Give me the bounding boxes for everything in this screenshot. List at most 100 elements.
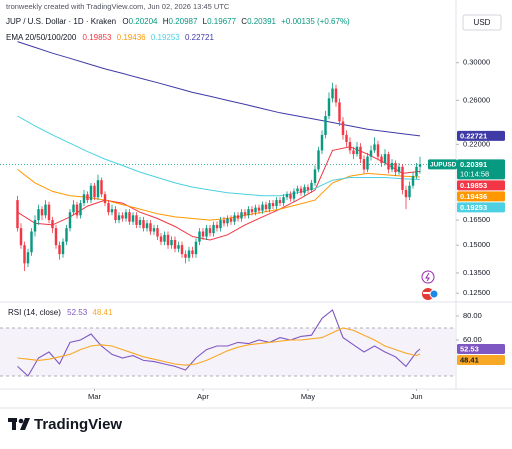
logo-mark	[8, 418, 30, 430]
candle-body	[23, 245, 26, 264]
y-tick-label: 0.26000	[463, 95, 490, 104]
candle-body	[198, 231, 201, 242]
candle-body	[271, 203, 275, 207]
candle-body	[152, 228, 156, 232]
candle-body	[366, 156, 369, 170]
candle-body	[278, 200, 282, 204]
candle-body	[268, 203, 271, 210]
x-tick-label: Mar	[88, 392, 101, 401]
candle-body	[26, 252, 30, 264]
price-label-bg	[457, 191, 505, 202]
candle-body	[257, 207, 261, 211]
y-tick-label: 0.15000	[463, 240, 490, 249]
candle-body	[44, 204, 47, 216]
price-label-bg	[457, 159, 505, 180]
candle-body	[163, 234, 166, 242]
candle-body	[96, 180, 100, 198]
x-tick-label: Jun	[410, 392, 422, 401]
symbol-line: JUP / U.S. Dollar · 1D · Kraken O0.20204…	[6, 17, 350, 26]
ohlc-value: 0.19677	[207, 17, 236, 26]
y-tick-label: 0.13500	[463, 268, 490, 277]
candle-body	[404, 189, 408, 198]
candle-body	[373, 144, 376, 151]
candle-body	[128, 212, 131, 222]
candle-body	[37, 209, 40, 221]
candle-body	[345, 134, 348, 142]
price-label-bg	[457, 180, 505, 191]
candle-body	[355, 146, 359, 155]
indicator-value: 0.19436	[117, 33, 146, 42]
candle-body	[30, 231, 33, 253]
candle-body	[86, 194, 89, 201]
candle-body	[320, 134, 324, 151]
logo-text: TradingView	[34, 416, 122, 433]
y-tick-label: 0.22000	[463, 139, 490, 148]
indicator-value: 0.22721	[185, 33, 214, 42]
candle-body	[131, 215, 135, 222]
line-series	[17, 115, 421, 197]
candle-body	[19, 228, 23, 246]
candle-body	[79, 203, 82, 216]
candle-body	[299, 188, 303, 193]
candle-body	[310, 182, 313, 190]
candle-body	[51, 220, 54, 229]
candle-body	[264, 204, 268, 210]
candle-body	[401, 166, 404, 190]
candle-body	[394, 162, 397, 173]
line-series	[17, 327, 421, 366]
candle-body	[180, 245, 184, 255]
candle-body	[275, 200, 278, 207]
currency[interactable]: USD	[474, 18, 491, 27]
candle-body	[362, 159, 366, 170]
indicator-value: 0.19853	[83, 33, 112, 42]
candle-body	[170, 239, 173, 246]
price-label-bg	[457, 354, 505, 365]
symbol-tag: JUPUSD	[430, 162, 457, 169]
flag-circle-2[interactable]	[429, 289, 439, 299]
rsi-band	[0, 328, 455, 376]
candle-body	[58, 245, 61, 255]
ohlc-value: 0.20204	[129, 17, 158, 26]
currency-box[interactable]	[462, 14, 502, 31]
candle-body	[177, 245, 180, 249]
candle-body	[215, 224, 219, 229]
logo-slash	[20, 418, 30, 430]
candle-body	[303, 187, 306, 193]
candle-body	[229, 218, 233, 222]
alert-bolt[interactable]	[425, 272, 430, 282]
y-tick-label: 0.12500	[463, 288, 490, 297]
candle-body	[289, 194, 292, 199]
candle-body	[93, 185, 96, 198]
ohlc-key: H	[163, 17, 169, 26]
candle-body	[89, 185, 93, 201]
candle-body	[327, 98, 331, 117]
candle-body	[285, 194, 289, 198]
candle-body	[82, 194, 86, 204]
flag-icon[interactable]	[422, 288, 439, 300]
price-label: 0.19253	[460, 203, 487, 212]
x-tick-label: May	[301, 392, 315, 401]
rsi-title: RSI (14, close)	[8, 308, 61, 317]
flag-stripe[interactable]	[423, 292, 433, 294]
candle-body	[338, 102, 341, 122]
alert-icon[interactable]	[421, 270, 435, 284]
candle-body	[387, 154, 390, 170]
candle-body	[219, 220, 222, 229]
candle-body	[149, 223, 152, 232]
ohlc-key: C	[241, 17, 247, 26]
alert-circle[interactable]	[421, 270, 435, 284]
candle-body	[226, 218, 229, 224]
candle-body	[292, 191, 296, 199]
candle-body	[103, 194, 107, 204]
candle-body	[40, 209, 44, 216]
candle-body	[201, 231, 205, 237]
candle-body	[16, 200, 19, 229]
candle-body	[156, 228, 159, 237]
candle-body	[173, 239, 177, 249]
change: +0.00135 (+0.67%)	[281, 17, 350, 26]
candle-body	[331, 88, 334, 99]
indicator-line: EMA 20/50/100/200 0.19853 0.19436 0.1925…	[6, 33, 214, 42]
candle-body	[348, 141, 352, 151]
